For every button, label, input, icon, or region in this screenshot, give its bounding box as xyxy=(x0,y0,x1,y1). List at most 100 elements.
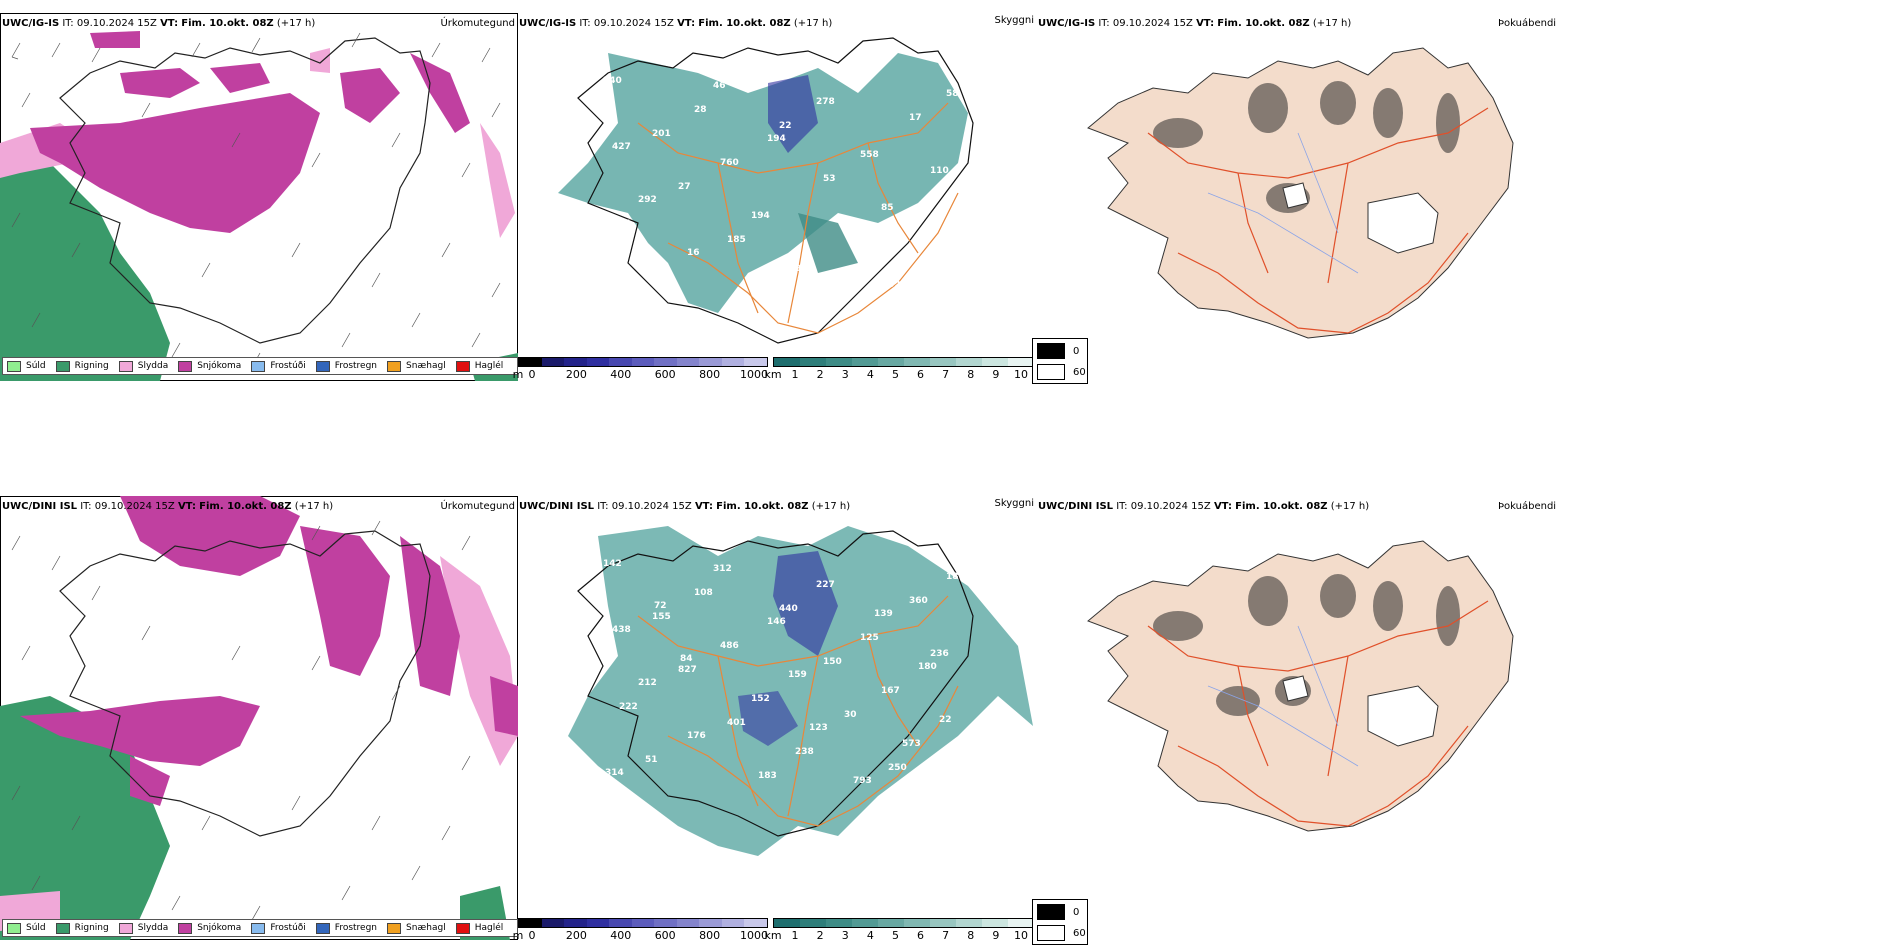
cloud-base-label: 29 xyxy=(645,272,658,282)
colorbar-cell xyxy=(744,919,768,927)
cloud-base-label: 827 xyxy=(678,665,697,675)
vt-label: VT: xyxy=(1196,18,1215,29)
cloud-labels: 142 155 827 401 183 440 150 30 250 360 236 222 51 108… xyxy=(603,559,965,786)
cloud-area xyxy=(558,53,968,313)
vt-value: Fim. 10.okt. 08Z xyxy=(1235,501,1328,512)
colorbar-tick: 6 xyxy=(917,929,925,942)
cloud-base-label: 327 xyxy=(888,280,907,290)
river-network xyxy=(1207,132,1359,274)
cloud-area xyxy=(798,213,858,273)
cloud-base-label: 312 xyxy=(713,564,732,574)
ptype-legend: Súld Rigning Slydda Snjókoma Frostúði Frostre… xyxy=(2,919,519,937)
colorbar-cells xyxy=(518,357,768,367)
product-title: Þokuábendi xyxy=(1498,18,1557,29)
ptype-swatch xyxy=(315,922,330,934)
cloud-area xyxy=(568,526,1033,856)
ptype-label: Snjókoma xyxy=(197,361,242,371)
snow-area xyxy=(120,496,300,576)
vt-label: VT: xyxy=(1213,501,1232,512)
snow-area xyxy=(340,68,400,123)
ptype-label: Frostúði xyxy=(270,361,306,371)
ptype-swatch xyxy=(7,922,21,934)
cloud-base-label: 142 xyxy=(603,559,622,569)
fog-legend-row: 0 xyxy=(1033,342,1087,360)
it-label: IT: xyxy=(1098,18,1110,29)
vt-value: Fim. 10.okt. 08Z xyxy=(181,18,274,29)
river-network xyxy=(1207,625,1359,767)
glacier xyxy=(1367,685,1439,747)
ptype-legend-item: Snæhagl xyxy=(387,922,446,934)
colorbar-tick: 7 xyxy=(942,368,950,381)
ceiling-colorbar: 0 200 400 600 800 1000 m xyxy=(513,357,768,381)
cloud-panel-igis: 240 201 27 185 195 22 53 233 327 17 110 11 29 28 760 19… xyxy=(513,13,1038,381)
cloud-base-label: 238 xyxy=(795,747,814,757)
colorbar-tick: 8 xyxy=(967,368,975,381)
product-title: Úrkomutegund xyxy=(440,501,515,512)
lead-time: (+17 h) xyxy=(793,18,833,29)
lead-time: (+17 h) xyxy=(276,18,316,29)
panel-header: UWC/DINI ISL IT: 09.10.2024 15Z VT: Fim.… xyxy=(2,501,333,512)
colorbar-cell xyxy=(904,919,930,927)
colorbar-ticks: 1 2 3 4 5 6 7 8 9 10 km xyxy=(764,367,1035,381)
ptype-swatch xyxy=(178,360,193,372)
colorbar-tick: 4 xyxy=(866,929,874,942)
colorbar-cell xyxy=(609,919,632,927)
ptype-label: Frostregn xyxy=(334,361,378,371)
colorbar-tick: 5 xyxy=(891,929,899,942)
precip-panel-dini: UWC/DINI ISL IT: 09.10.2024 15Z VT: Fim.… xyxy=(0,496,519,940)
it-value: 09.10.2024 15Z xyxy=(1112,18,1193,29)
cloud-base-label: 195 xyxy=(758,288,777,298)
road-network xyxy=(637,102,959,334)
colorbar-cell xyxy=(519,919,542,927)
colorbar-cell xyxy=(676,358,700,366)
cloud-base-label: 152 xyxy=(751,694,770,704)
fog-legend-row: 0 xyxy=(1033,903,1087,921)
fog-legend-row: 60 xyxy=(1033,363,1087,381)
vt-label: VT: xyxy=(160,18,179,29)
cloud-base-label: 314 xyxy=(605,768,624,778)
colorbar-ticks: 0 200 400 600 800 1000 m xyxy=(513,367,768,381)
cloud-labels: 240 201 27 185 195 22 53 233 327 17 110 11 29 28 760 19… xyxy=(603,76,959,298)
colorbar-cell xyxy=(744,358,768,366)
colorbar-tick: 200 xyxy=(565,368,587,381)
cloud-base-label: 227 xyxy=(816,580,835,590)
colorbar-tick: 1 xyxy=(791,929,799,942)
colorbar-tick: 9 xyxy=(992,368,1000,381)
colorbar-tick: 2 xyxy=(816,929,824,942)
cloud-base-label: 22 xyxy=(939,715,952,725)
colorbar-cell xyxy=(800,358,826,366)
panel-header: UWC/IG-IS IT: 09.10.2024 15Z VT: Fim. 10… xyxy=(519,18,832,29)
cloud-base-label: 222 xyxy=(619,702,638,712)
iceland-coastline xyxy=(59,530,431,837)
ptype-swatch xyxy=(178,922,193,934)
colorbar-tick: 0 xyxy=(528,929,536,942)
fog-map-igis xyxy=(1087,47,1514,339)
colorbar-cell xyxy=(699,919,722,927)
cloud-panel-dini: 142 155 827 401 183 440 150 30 250 360 236 222 51 108… xyxy=(513,496,1038,942)
vt-label: VT: xyxy=(677,18,696,29)
ceiling-area xyxy=(738,691,798,746)
ptype-legend-item: Súld xyxy=(7,922,46,934)
ptype-label: Haglél xyxy=(474,923,504,933)
cloud-base-label: 53 xyxy=(823,174,836,184)
cloud-base-label: 167 xyxy=(881,686,900,696)
ptype-legend-item: Haglél xyxy=(455,360,503,372)
colorbar-cell xyxy=(930,919,956,927)
ptype-legend-item: Frostúði xyxy=(251,922,306,934)
ptype-legend-item: Rigning xyxy=(55,360,109,372)
ptype-legend-item: Slydda xyxy=(118,922,168,934)
colorbar-cell xyxy=(631,919,655,927)
ptype-swatch xyxy=(118,360,133,372)
colorbar-tick: 600 xyxy=(654,929,676,942)
fog-map-dini xyxy=(1087,540,1514,832)
colorbar-cell xyxy=(774,358,800,366)
fog-legend-label: 60 xyxy=(1073,366,1086,378)
colorbar-cell xyxy=(699,358,722,366)
model-name: UWC/DINI ISL xyxy=(2,501,78,512)
it-value: 09.10.2024 15Z xyxy=(94,501,175,512)
colorbar-cells xyxy=(518,918,768,928)
cloud-base-label: 194 xyxy=(751,211,770,221)
it-label: IT: xyxy=(62,18,74,29)
snow-area xyxy=(130,756,170,806)
fog-swatch xyxy=(1037,364,1065,380)
